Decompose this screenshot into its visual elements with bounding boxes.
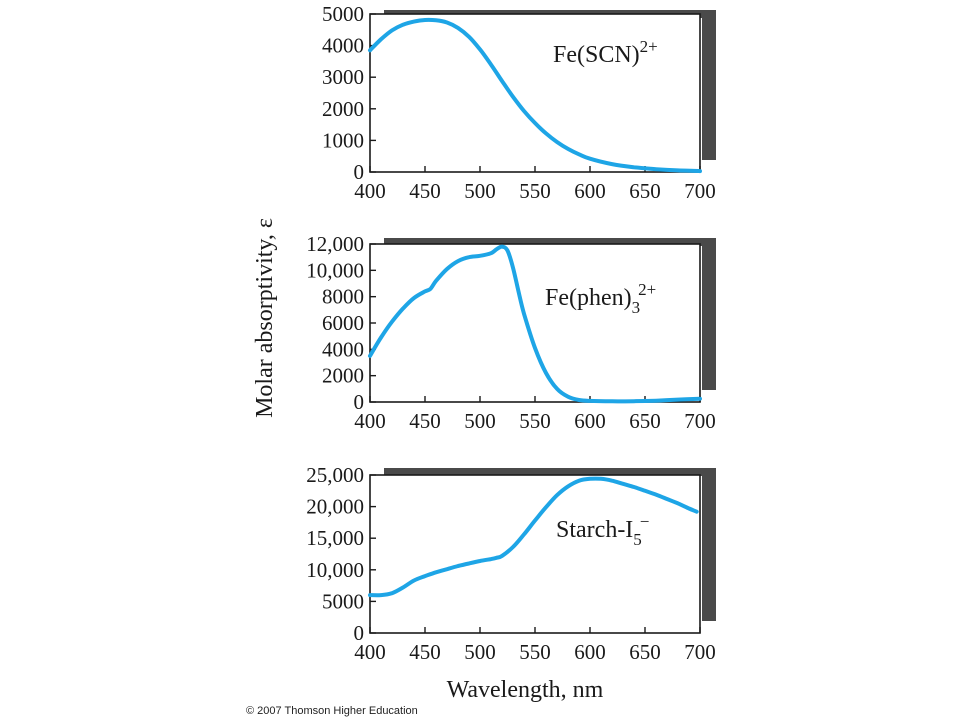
frame-shadow-right — [702, 468, 716, 621]
frame-shadow-right — [702, 10, 716, 160]
y-tick-label: 6000 — [322, 311, 364, 335]
x-tick-label: 500 — [464, 640, 496, 664]
y-tick-label: 4000 — [322, 337, 364, 361]
x-tick-label: 650 — [629, 179, 661, 203]
frame-shadow-top — [384, 238, 714, 246]
x-tick-label: 450 — [409, 409, 441, 433]
x-tick-label: 450 — [409, 179, 441, 203]
series-label: Fe(phen)32+ — [545, 280, 656, 317]
x-axis-title: Wavelength, nm — [447, 677, 604, 703]
x-tick-label: 600 — [574, 409, 606, 433]
frame-shadow-top — [384, 468, 714, 476]
series-label-superscript: − — [640, 512, 650, 531]
y-tick-label: 20,000 — [306, 495, 364, 519]
absorption-curve — [368, 244, 702, 404]
y-tick-label: 15,000 — [306, 526, 364, 550]
series-label-main: Fe(SCN) — [553, 42, 640, 68]
x-tick-label: 700 — [684, 640, 716, 664]
y-tick-label: 0 — [354, 160, 365, 184]
y-tick-label: 4000 — [322, 34, 364, 58]
x-tick-label: 700 — [684, 409, 716, 433]
x-tick-label: 500 — [464, 409, 496, 433]
x-tick-label: 650 — [629, 640, 661, 664]
y-tick-label: 0 — [354, 621, 365, 645]
y-tick-label: 10,000 — [306, 558, 364, 582]
y-tick-label: 5000 — [322, 2, 364, 26]
x-tick-label: 450 — [409, 640, 441, 664]
y-tick-label: 2000 — [322, 97, 364, 121]
x-tick-label: 500 — [464, 179, 496, 203]
y-tick-label: 8000 — [322, 285, 364, 309]
frame-shadow-right — [702, 238, 716, 390]
chart-panel-fe-scn: 400 450 500 550 600 650 700 0 1000 2000 3000 4000 50… — [322, 2, 716, 203]
x-tick-label: 400 — [354, 640, 386, 664]
series-label: Fe(SCN)2+ — [553, 37, 658, 68]
series-label-subscript: 3 — [632, 298, 641, 317]
plot-frame — [369, 243, 701, 403]
copyright-notice: © 2007 Thomson Higher Education — [246, 705, 418, 717]
absorption-curve — [368, 476, 699, 598]
absorption-curve — [368, 17, 702, 174]
plot-frame — [369, 474, 701, 634]
series-label: Starch-I5− — [556, 512, 649, 549]
x-tick-label: 550 — [519, 640, 551, 664]
series-label-main: Fe(phen) — [545, 285, 632, 311]
y-tick-label: 10,000 — [306, 258, 364, 282]
x-tick-label: 600 — [574, 179, 606, 203]
plot-frame — [369, 13, 701, 173]
y-tick-label: 3000 — [322, 65, 364, 89]
x-tick-label: 400 — [354, 179, 386, 203]
y-tick-label: 25,000 — [306, 463, 364, 487]
y-tick-label: 12,000 — [306, 232, 364, 256]
series-label-superscript: 2+ — [638, 280, 656, 299]
series-label-subscript: 5 — [633, 530, 642, 549]
x-tick-label: 600 — [574, 640, 606, 664]
series-label-superscript: 2+ — [640, 37, 658, 56]
y-tick-label: 1000 — [322, 128, 364, 152]
y-axis-title: Molar absorptivity, ε — [252, 218, 278, 418]
y-tick-label: 5000 — [322, 589, 364, 613]
y-tick-label: 2000 — [322, 364, 364, 388]
x-tick-label: 550 — [519, 179, 551, 203]
x-tick-label: 400 — [354, 409, 386, 433]
x-tick-label: 550 — [519, 409, 551, 433]
x-tick-label: 700 — [684, 179, 716, 203]
series-label-main: Starch-I — [556, 517, 633, 543]
chart-panel-starch-i5: 400 450 500 550 600 650 700 0 5000 10,000 15,000 20… — [306, 463, 716, 664]
y-tick-label: 0 — [354, 390, 365, 414]
x-tick-label: 650 — [629, 409, 661, 433]
